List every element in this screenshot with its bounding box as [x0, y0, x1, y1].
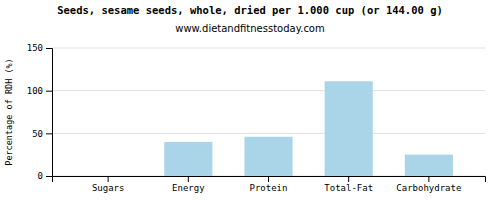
tick: 50 — [32, 129, 52, 139]
tick-mark — [108, 176, 109, 182]
tick: Carbohydrate — [396, 176, 461, 193]
y-axis-title: Percentage of RDH (%) — [4, 58, 14, 165]
bar — [84, 176, 132, 177]
grid — [52, 48, 485, 176]
axis-line — [46, 49, 53, 177]
tick: Energy — [172, 176, 205, 193]
tick-mark — [348, 176, 349, 182]
tick-label: Total-Fat — [324, 183, 373, 193]
tick: Sugars — [92, 176, 125, 193]
bar — [164, 142, 212, 176]
plot: Sugars Energy Protein Total-Fat Carbohydrate… — [27, 43, 486, 193]
title: Seeds, sesame seeds, whole, dried per 1.… — [57, 4, 443, 16]
tick-label: Protein — [250, 183, 288, 193]
subtitle: www.dietandfitnesstoday.com — [175, 23, 324, 34]
x-axis: Sugars Energy Protein Total-Fat Carbohydrate — [53, 176, 486, 193]
tick-label: 0 — [38, 171, 43, 181]
tick-mark — [428, 176, 429, 182]
tick: Total-Fat — [324, 176, 373, 193]
tick-mark — [46, 176, 52, 177]
y-axis: 0 50 100 150 — [27, 43, 53, 181]
tick-label: 50 — [32, 129, 43, 139]
tick-label: Energy — [172, 183, 205, 193]
tick-mark — [46, 48, 52, 49]
grid-line — [52, 133, 485, 134]
bar — [244, 137, 292, 176]
tick-label: 100 — [27, 86, 43, 96]
tick-label: Sugars — [92, 183, 125, 193]
tick-mark — [46, 91, 52, 92]
tick-mark — [268, 176, 269, 182]
tick: Protein — [250, 176, 288, 193]
tick-mark — [46, 133, 52, 134]
chart: Seeds, sesame seeds, whole, dried per 1.… — [0, 0, 500, 200]
bars — [164, 81, 453, 176]
tick: 100 — [27, 86, 52, 96]
axis-line — [53, 177, 486, 183]
grid-line — [52, 90, 485, 91]
grid-line — [52, 48, 485, 49]
tick-label: Carbohydrate — [396, 183, 461, 193]
bar — [405, 155, 453, 176]
tick-mark — [188, 176, 189, 182]
tick: 0 — [38, 171, 52, 181]
bar — [325, 81, 373, 176]
tick-label: 150 — [27, 43, 43, 53]
tick: 150 — [27, 43, 52, 53]
